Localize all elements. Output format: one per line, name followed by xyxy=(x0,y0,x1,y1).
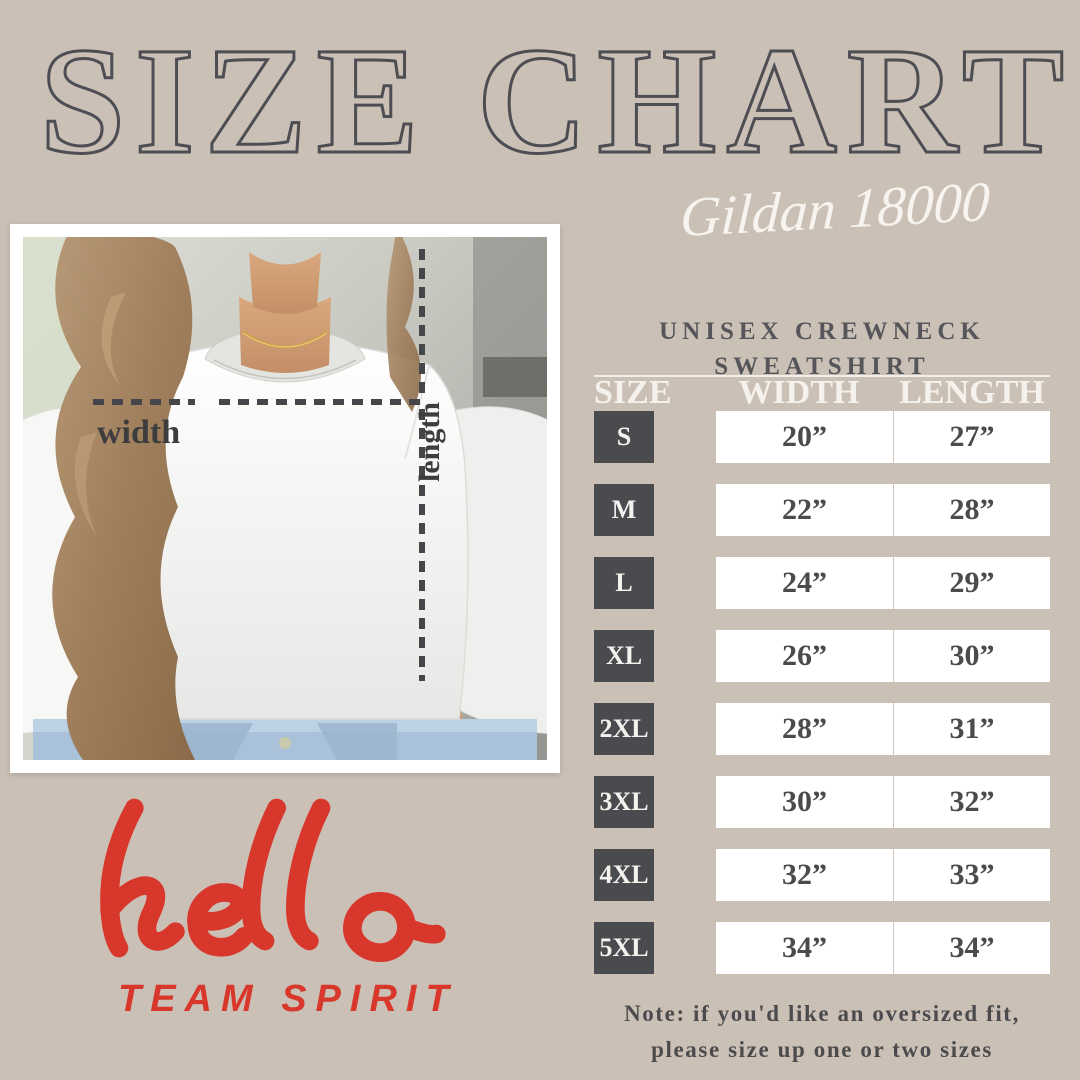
svg-text:length: length xyxy=(413,402,446,482)
svg-text:width: width xyxy=(97,414,180,451)
